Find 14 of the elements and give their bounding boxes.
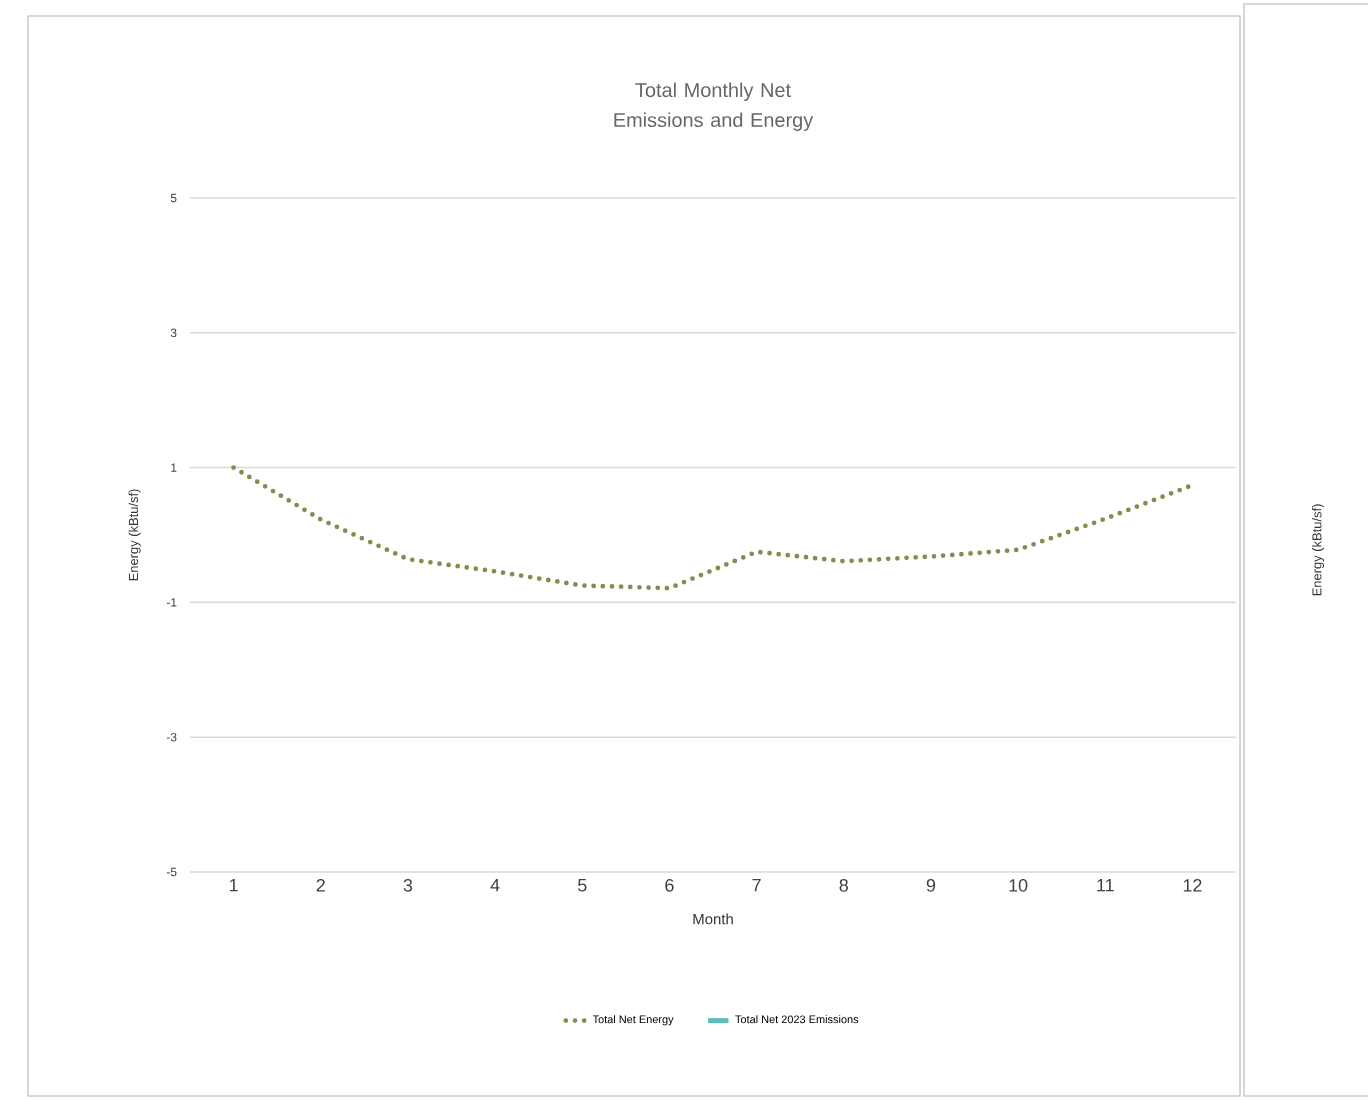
x-tick-label: 10: [1009, 879, 1028, 892]
x-tick-label: 5: [578, 879, 587, 892]
x-tick-label: 4: [490, 879, 500, 892]
x-tick-label: 3: [403, 879, 413, 892]
x-tick-label: 7: [752, 879, 761, 892]
x-tick-label: 8: [839, 879, 848, 892]
x-tick-label: 6: [665, 879, 674, 892]
line-series: [231, 465, 1195, 591]
x-tick-label: 11: [1097, 879, 1114, 892]
x-tick-label: 1: [229, 879, 238, 892]
x-tick-label: 9: [926, 879, 936, 892]
x-tick-label: 2: [316, 879, 325, 892]
x-tick-label: 12: [1183, 879, 1202, 892]
chart-title: Total Monthly Net Emissions and Energy: [614, 82, 814, 131]
